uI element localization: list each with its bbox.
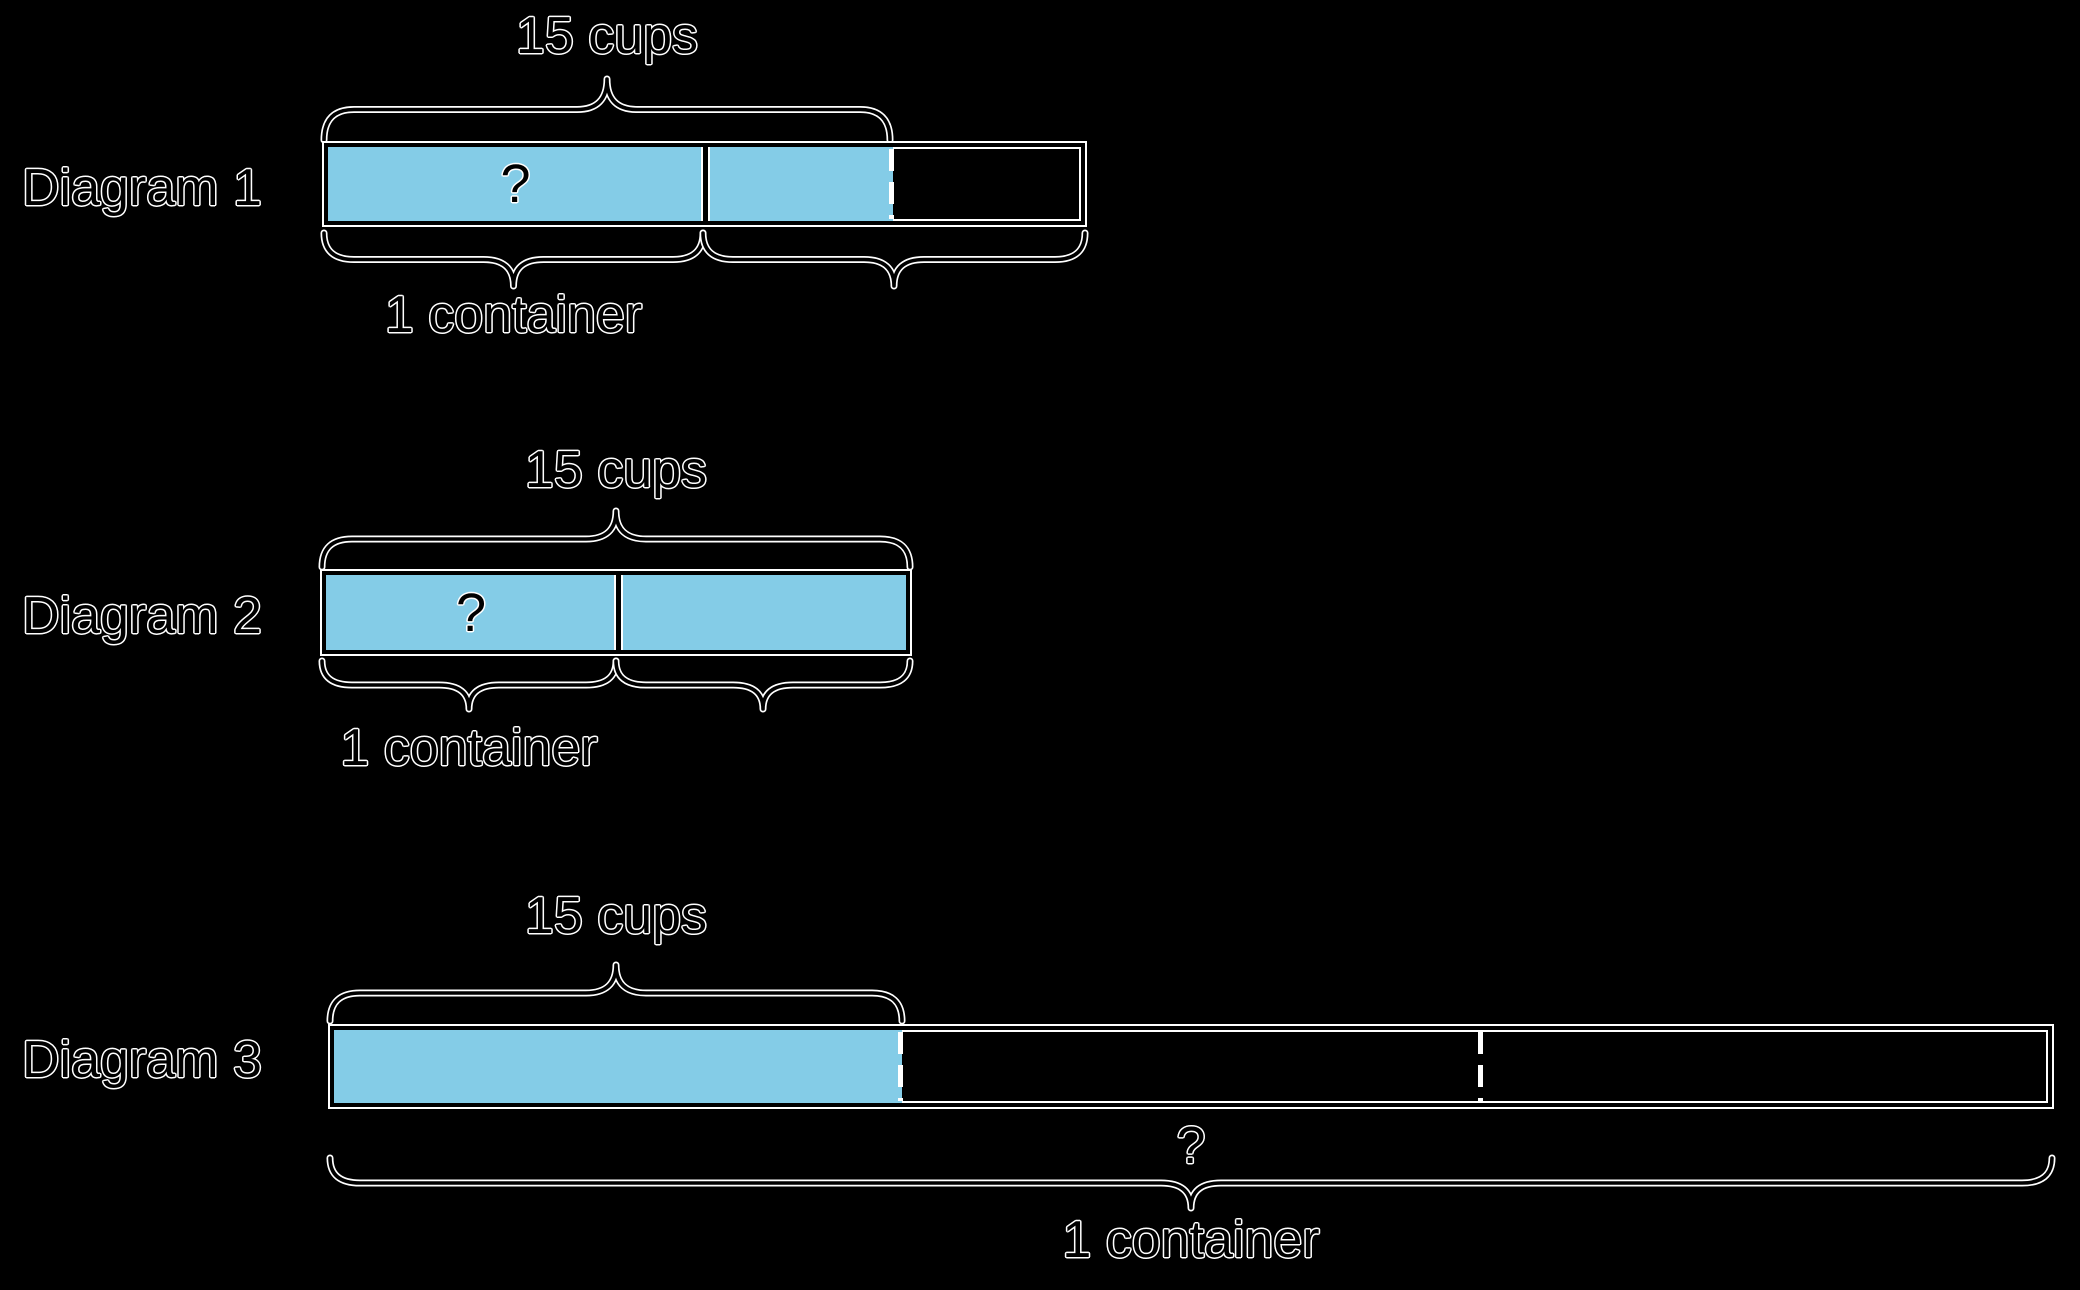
diagram-1-question-mark: ? [500,154,531,214]
diagram-1-section-divider [703,147,708,221]
diagram-3-dashed-fill-edge-icon [898,1032,903,1101]
diagram-1-tape-bar: ? [324,143,1085,225]
diagram-1-dashed-fill-edge-icon [889,149,894,219]
diagram-3-shaded-region [334,1030,902,1103]
diagram-3-whole-bar-brace-icon [326,1154,2056,1212]
diagram-1-remainder-brace-icon [699,229,1089,290]
diagram-3-amount-label: 15 cups [524,887,708,945]
diagram-2-tape-bar: ? [322,571,910,654]
diagram-2-amount-brace-icon [318,507,914,571]
diagram-2-label: Diagram 2 [22,587,262,645]
diagram-3-question-label: ? [1176,1117,1206,1175]
diagram-2-container-label: 1 container [340,719,598,777]
diagram-2-section-divider [616,575,621,650]
diagram-2-container-brace-icon [318,657,620,713]
diagram-1-amount-label: 15 cups [515,7,699,65]
diagram-3-container-label: 1 container [1062,1211,1320,1269]
diagram-2-question-wrap: ? [326,575,616,650]
diagram-3-amount-brace-icon [326,961,906,1025]
diagram-2-question-mark: ? [455,582,487,643]
diagram-2-remainder-brace-icon [612,657,914,713]
diagram-3-label: Diagram 3 [22,1031,262,1089]
diagram-3-dashed-section-divider-icon [1478,1032,1483,1101]
diagram-1-shaded-region [328,147,893,221]
diagram-1-container-brace-icon [320,229,707,290]
diagram-3-tape-bar [330,1026,2052,1107]
diagram-1-question-wrap: ? [328,147,703,221]
diagram-1-amount-brace-icon [320,75,894,144]
diagram-1-container-label: 1 container [384,286,643,344]
diagram-1-label: Diagram 1 [22,159,262,217]
diagram-2-amount-label: 15 cups [524,441,708,499]
